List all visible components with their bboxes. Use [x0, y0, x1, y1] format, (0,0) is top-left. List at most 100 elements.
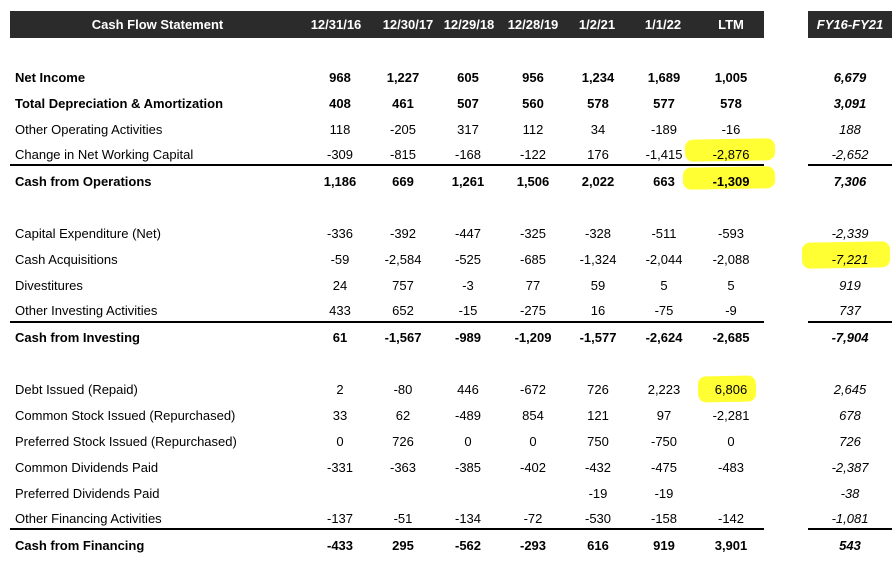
fy-total-value: 678	[839, 408, 861, 423]
cell-value: 0	[464, 434, 472, 449]
row-label: Common Dividends Paid	[15, 460, 159, 475]
fy-total-value: -38	[840, 486, 860, 501]
cell-value: -142	[717, 511, 745, 526]
cell-value: 0	[727, 434, 735, 449]
cell-value: -989	[454, 330, 482, 345]
cell-value: 0	[336, 434, 344, 449]
cell-value: 433	[329, 303, 351, 318]
fy-total-value: -2,339	[831, 226, 869, 241]
cell-value: -447	[454, 226, 482, 241]
cell-value: 121	[587, 408, 609, 423]
cell-value: 33	[332, 408, 348, 423]
column-header-2019: 12/28/19	[507, 17, 559, 32]
table-header: Cash Flow Statement 12/31/16 12/30/17 12…	[10, 11, 764, 38]
cell-value: 578	[587, 96, 609, 111]
total-rule	[10, 164, 764, 166]
cell-value: 408	[329, 96, 351, 111]
cell-value: 16	[590, 303, 606, 318]
table-row: Cash Acquisitions -59 -2,584 -525 -685 -1,324…	[0, 250, 896, 270]
row-label: Capital Expenditure (Net)	[15, 226, 161, 241]
cell-value: -489	[454, 408, 482, 423]
column-header-2021: 1/1/22	[644, 17, 682, 32]
cell-value: -158	[650, 511, 678, 526]
row-label: Other Investing Activities	[15, 303, 158, 318]
cell-value: -275	[519, 303, 547, 318]
row-label: Preferred Dividends Paid	[15, 486, 160, 501]
cell-value: -525	[454, 252, 482, 267]
cell-value: -2,685	[712, 330, 750, 345]
cell-value: -328	[584, 226, 612, 241]
cell-value: -1,309	[712, 174, 750, 189]
cell-value: -137	[326, 511, 354, 526]
row-label: Preferred Stock Issued (Repurchased)	[15, 434, 237, 449]
table-row: Preferred Dividends Paid -19 -19 -38	[0, 484, 896, 504]
cell-value: -2,281	[712, 408, 750, 423]
row-label: Cash from Financing	[15, 538, 145, 553]
column-header-2020: 1/2/21	[578, 17, 616, 32]
cell-value: -2,876	[712, 147, 750, 162]
cell-value: 295	[392, 538, 414, 553]
cell-value: -19	[588, 486, 608, 501]
column-header-2017: 12/30/17	[382, 17, 434, 32]
cell-value: -19	[654, 486, 674, 501]
cell-value: -325	[519, 226, 547, 241]
table-row: Preferred Stock Issued (Repurchased) 0 726…	[0, 432, 896, 452]
cell-value: -562	[454, 538, 482, 553]
cell-value: -685	[519, 252, 547, 267]
cell-value: -750	[650, 434, 678, 449]
cell-value: -75	[654, 303, 674, 318]
table-row: Other Financing Activities -137 -51 -134 -72…	[0, 509, 896, 529]
fy-total-value: -7,221	[831, 252, 869, 267]
fy-total-value: 919	[839, 278, 861, 293]
cell-value: -134	[454, 511, 482, 526]
cell-value: -511	[651, 226, 677, 241]
cell-value: 2,022	[581, 174, 615, 189]
cell-value: -293	[519, 538, 547, 553]
cell-value: 750	[587, 434, 609, 449]
cell-value: -9	[725, 303, 737, 318]
column-header-2018: 12/29/18	[443, 17, 495, 32]
cell-value: -530	[584, 511, 612, 526]
fy-total-value: -2,652	[831, 147, 869, 162]
cell-value: 726	[587, 382, 609, 397]
cell-value: -336	[326, 226, 354, 241]
table-row: Other Operating Activities 118 -205 317 112 3…	[0, 120, 896, 140]
cell-value: -1,567	[384, 330, 422, 345]
cell-value: -331	[326, 460, 354, 475]
cell-value: -672	[519, 382, 547, 397]
cell-value: -392	[389, 226, 417, 241]
cell-value: -432	[584, 460, 612, 475]
table-row: Cash from Operations 1,186 669 1,261 1,506 2,…	[0, 172, 896, 192]
cell-value: 461	[392, 96, 414, 111]
cell-value: 605	[457, 70, 479, 85]
cell-value: -189	[650, 122, 678, 137]
cell-value: 956	[522, 70, 544, 85]
cell-value: -483	[717, 460, 745, 475]
row-label: Cash Acquisitions	[15, 252, 118, 267]
cell-value: -363	[389, 460, 417, 475]
cell-value: -593	[717, 226, 745, 241]
table-row: Divestitures 24 757 -3 77 59 5 5 919	[0, 276, 896, 296]
table-row: Cash from Investing 61 -1,567 -989 -1,209 -1,…	[0, 328, 896, 348]
cell-value: 919	[653, 538, 675, 553]
total-rule	[808, 528, 892, 530]
cell-value: -205	[389, 122, 417, 137]
cell-value: 1,689	[647, 70, 681, 85]
fy-total-value: -1,081	[831, 511, 869, 526]
cell-value: 577	[653, 96, 675, 111]
cell-value: 0	[529, 434, 537, 449]
fy-total-value: 188	[839, 122, 861, 137]
cell-value: -385	[454, 460, 482, 475]
cell-value: -16	[721, 122, 741, 137]
cell-value: 5	[727, 278, 735, 293]
table-row: Change in Net Working Capital -309 -815 -16…	[0, 145, 896, 165]
row-label: Change in Net Working Capital	[15, 147, 194, 162]
cell-value: 6,806	[714, 382, 748, 397]
row-label: Common Stock Issued (Repurchased)	[15, 408, 236, 423]
cell-value: -433	[326, 538, 354, 553]
cell-value: 2	[336, 382, 344, 397]
cell-value: 2,223	[647, 382, 681, 397]
cell-value: 317	[457, 122, 479, 137]
cell-value: -80	[393, 382, 413, 397]
cell-value: 578	[720, 96, 742, 111]
